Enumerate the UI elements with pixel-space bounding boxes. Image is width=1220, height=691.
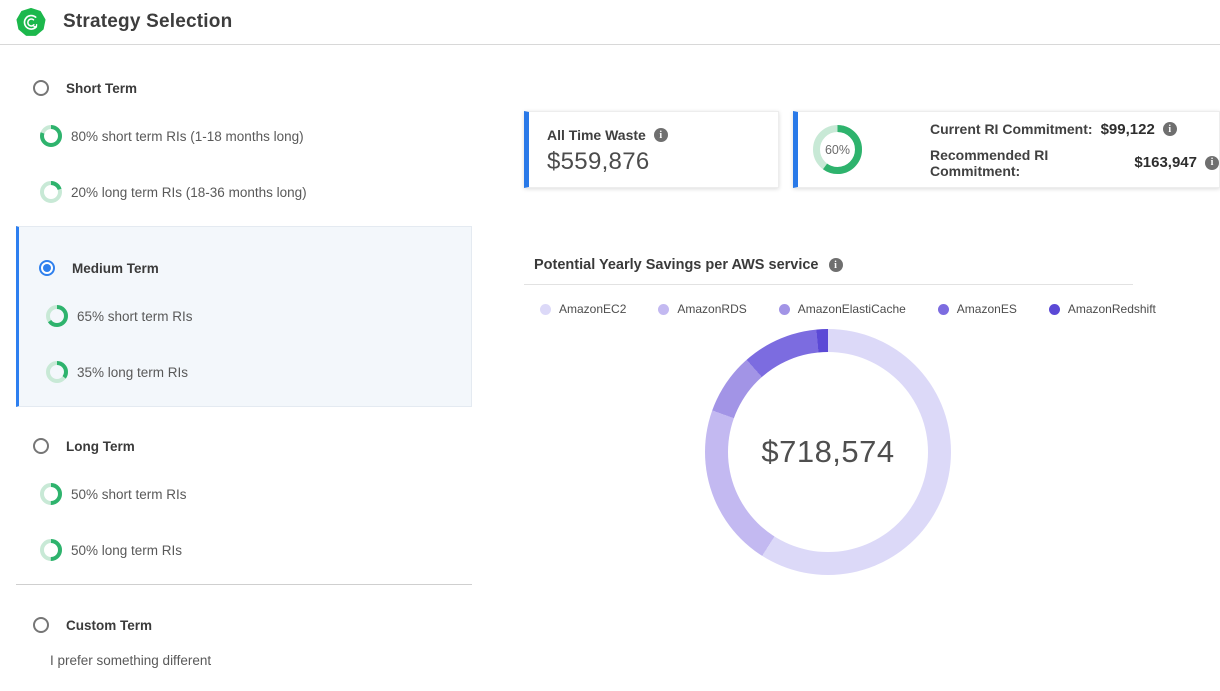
percent-ring-icon	[40, 181, 62, 203]
donut-hole: $718,574	[728, 352, 928, 552]
legend-item[interactable]: AmazonRedshift	[1048, 302, 1156, 316]
recommended-commitment-label: Recommended RI Commitment:	[930, 146, 1049, 179]
brand-logo-icon	[16, 7, 46, 36]
legend-item[interactable]: AmazonEC2	[540, 302, 626, 316]
info-icon[interactable]: i	[1162, 122, 1177, 136]
gauge-ring-icon	[813, 125, 862, 174]
sub-label: 50% short term RIs	[71, 486, 187, 502]
current-commitment-label: Current RI Commitment:	[930, 121, 1093, 137]
legend-label: AmazonEC2	[559, 302, 627, 316]
option-long-term[interactable]: Long Term	[33, 434, 135, 458]
donut-center-value: $718,574	[761, 434, 895, 469]
current-commitment-value: $99,122	[1100, 120, 1155, 138]
percent-ring-icon	[46, 361, 68, 383]
radio-custom-term[interactable]	[33, 617, 49, 633]
savings-donut-chart: $718,574	[705, 329, 951, 575]
legend-dot-icon	[1048, 303, 1060, 315]
percent-ring-icon	[40, 539, 62, 561]
radio-short-term[interactable]	[33, 80, 49, 96]
sub-label: 50% long term RIs	[71, 542, 183, 558]
radio-medium-term[interactable]	[39, 260, 55, 276]
legend-label: AmazonES	[956, 302, 1017, 316]
option-medium-term[interactable]: Medium Term	[39, 256, 159, 280]
short-term-sub-2: 20% long term RIs (18-36 months long)	[40, 180, 307, 204]
legend-item[interactable]: AmazonRDS	[658, 302, 747, 316]
current-commitment-row: Current RI Commitment: $99,122 i	[930, 121, 1219, 138]
ri-commitment-card: 60% Current RI Commitment: $99,122 i Rec…	[793, 111, 1220, 188]
legend-dot-icon	[778, 303, 790, 315]
legend-dot-icon	[658, 303, 670, 315]
gauge-percent-label: 60%	[824, 142, 851, 157]
legend-dot-icon	[540, 303, 551, 315]
radio-long-term[interactable]	[33, 438, 49, 454]
option-label: Custom Term	[66, 617, 153, 633]
panel-divider	[16, 584, 472, 585]
option-label: Long Term	[66, 438, 135, 454]
results-area: All Time Waste i $559,876 60% Current RI…	[0, 45, 1220, 575]
commitment-gauge: 60%	[813, 125, 862, 174]
chart-title-row: Potential Yearly Savings per AWS service…	[534, 257, 843, 273]
recommended-commitment-row: Recommended RI Commitment: $163,947 i	[930, 147, 1219, 179]
percent-ring-icon	[40, 483, 62, 505]
short-term-sub-1: 80% short term RIs (1-18 months long)	[40, 124, 304, 148]
percent-ring-icon	[46, 305, 68, 327]
chart-title: Potential Yearly Savings per AWS service	[534, 257, 819, 273]
legend-item[interactable]: AmazonES	[937, 302, 1017, 316]
main-content: Short Term 80% short term RIs (1-18 mont…	[0, 45, 1220, 691]
option-label: Medium Term	[72, 260, 159, 276]
custom-term-note: I prefer something different	[50, 653, 212, 668]
app-header: Strategy Selection	[0, 0, 1220, 45]
medium-term-sub-1: 65% short term RIs	[46, 304, 193, 328]
waste-card-label: All Time Waste	[547, 127, 646, 143]
legend-dot-icon	[937, 303, 949, 315]
info-icon[interactable]: i	[1205, 155, 1219, 170]
long-term-sub-2: 50% long term RIs	[40, 538, 182, 562]
page-title: Strategy Selection	[63, 11, 233, 32]
legend-label: AmazonRedshift	[1067, 302, 1156, 316]
option-medium-term-panel[interactable]: Medium Term 65% short term RIs 35% long …	[16, 226, 472, 407]
sub-label: 20% long term RIs (18-36 months long)	[71, 184, 307, 200]
sub-label: 80% short term RIs (1-18 months long)	[71, 128, 304, 144]
medium-term-sub-2: 35% long term RIs	[46, 360, 188, 384]
percent-ring-icon	[40, 125, 62, 147]
sub-label: 35% long term RIs	[77, 364, 189, 380]
long-term-sub-1: 50% short term RIs	[40, 482, 187, 506]
all-time-waste-card: All Time Waste i $559,876	[524, 111, 779, 188]
recommended-commitment-value: $163,947	[1134, 154, 1197, 171]
option-custom-term[interactable]: Custom Term	[33, 613, 152, 637]
option-short-term[interactable]: Short Term	[33, 76, 137, 100]
option-label: Short Term	[66, 80, 138, 96]
sub-label: 65% short term RIs	[77, 308, 193, 324]
info-icon[interactable]: i	[653, 128, 668, 142]
chart-legend: AmazonEC2 AmazonRDS AmazonElastiCache Amazo…	[540, 297, 1156, 321]
waste-card-value: $559,876	[547, 148, 650, 175]
legend-item[interactable]: AmazonElastiCache	[778, 302, 906, 316]
legend-label: AmazonElastiCache	[797, 302, 906, 316]
chart-divider	[524, 284, 1133, 285]
legend-label: AmazonRDS	[677, 302, 747, 316]
info-icon[interactable]: i	[828, 258, 843, 272]
